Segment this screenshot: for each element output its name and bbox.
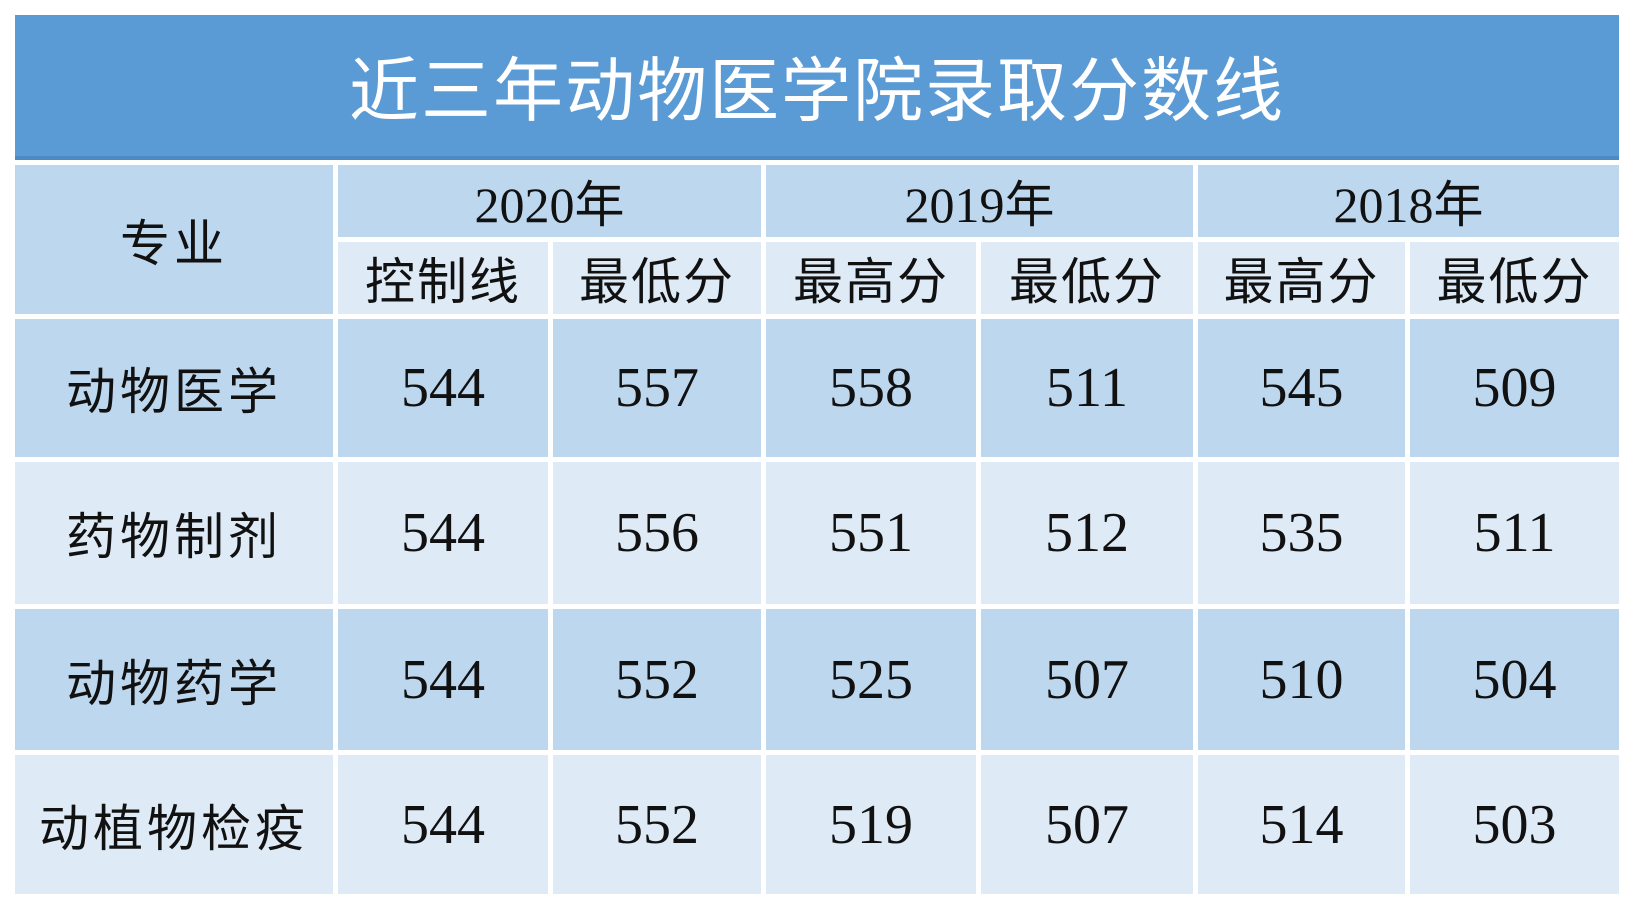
score-cell: 552 [553, 755, 761, 894]
score-cell: 504 [1410, 609, 1620, 750]
admission-score-table: 近三年动物医学院录取分数线 专业 2020年 2019年 2018年 控制线 最… [10, 10, 1624, 899]
score-cell: 552 [553, 609, 761, 750]
score-cell: 544 [338, 462, 548, 604]
sub-header-2020-min: 最低分 [553, 242, 761, 314]
table-row: 动物医学 544 557 558 511 545 509 [15, 319, 1620, 457]
page-title: 近三年动物医学院录取分数线 [15, 15, 1620, 160]
major-cell: 动物药学 [15, 609, 333, 750]
score-cell: 545 [1198, 319, 1405, 457]
year-header-2018: 2018年 [1198, 165, 1620, 237]
title-row: 近三年动物医学院录取分数线 [15, 15, 1620, 160]
major-cell: 动植物检疫 [15, 755, 333, 894]
sub-header-2018-min: 最低分 [1410, 242, 1620, 314]
table-row: 动植物检疫 544 552 519 507 514 503 [15, 755, 1620, 894]
score-cell: 507 [981, 755, 1193, 894]
score-cell: 557 [553, 319, 761, 457]
score-cell: 556 [553, 462, 761, 604]
score-cell: 544 [338, 609, 548, 750]
score-cell: 535 [1198, 462, 1405, 604]
table-row: 药物制剂 544 556 551 512 535 511 [15, 462, 1620, 604]
sub-header-2018-max: 最高分 [1198, 242, 1405, 314]
score-cell: 510 [1198, 609, 1405, 750]
score-cell: 509 [1410, 319, 1620, 457]
score-cell: 511 [981, 319, 1193, 457]
score-cell: 544 [338, 755, 548, 894]
score-cell: 507 [981, 609, 1193, 750]
sub-header-2020-control: 控制线 [338, 242, 548, 314]
major-cell: 药物制剂 [15, 462, 333, 604]
score-cell: 525 [766, 609, 976, 750]
year-header-2020: 2020年 [338, 165, 761, 237]
sub-header-2019-max: 最高分 [766, 242, 976, 314]
header-row-years: 专业 2020年 2019年 2018年 [15, 165, 1620, 314]
score-cell: 558 [766, 319, 976, 457]
score-cell: 544 [338, 319, 548, 457]
score-cell: 503 [1410, 755, 1620, 894]
score-cell: 551 [766, 462, 976, 604]
table-row: 动物药学 544 552 525 507 510 504 [15, 609, 1620, 750]
score-cell: 511 [1410, 462, 1620, 604]
year-header-2019: 2019年 [766, 165, 1193, 237]
score-cell: 514 [1198, 755, 1405, 894]
corner-header-major: 专业 [15, 165, 333, 314]
sub-header-2019-min: 最低分 [981, 242, 1193, 314]
score-cell: 519 [766, 755, 976, 894]
score-cell: 512 [981, 462, 1193, 604]
header-row-subs: 控制线 最低分 最高分 最低分 最高分 最低分 [15, 242, 1620, 314]
major-cell: 动物医学 [15, 319, 333, 457]
